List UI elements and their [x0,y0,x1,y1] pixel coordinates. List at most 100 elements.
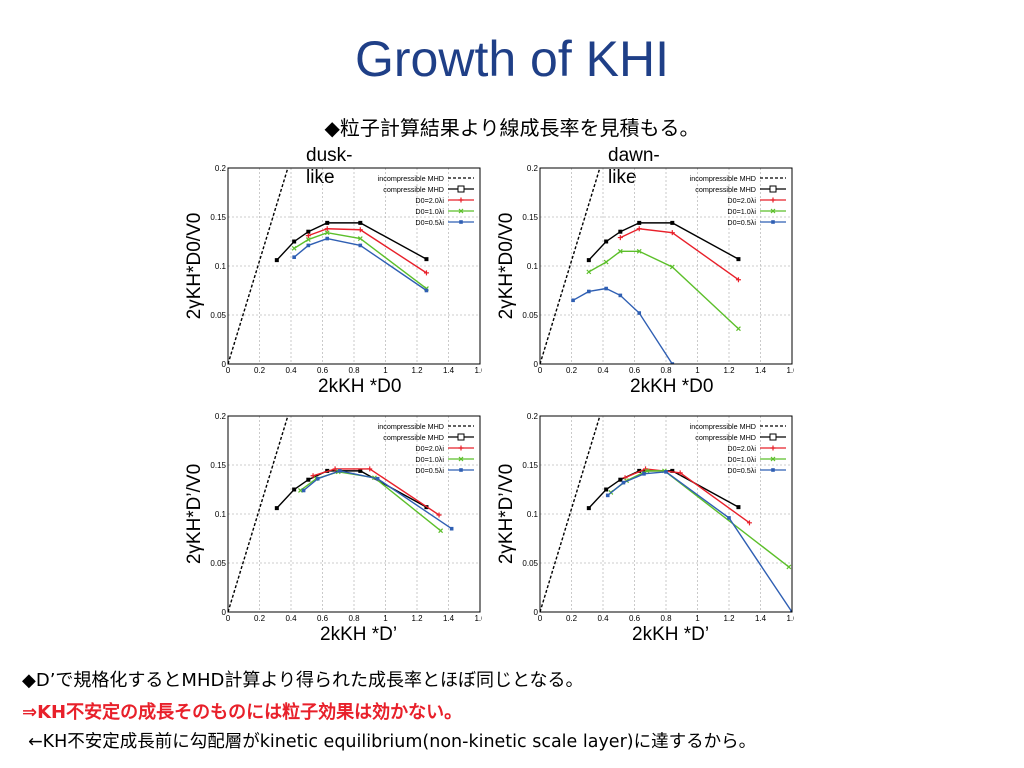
x-tick-label: 1.6 [786,366,794,375]
data-point [636,226,642,232]
legend-marker [769,433,777,441]
legend-label: incompressible MHD [378,422,444,431]
data-point [786,564,792,570]
y-tick-label: 0 [222,360,227,369]
series-line [607,471,792,612]
y-axis-label-dawn-normalized: 2γKH*D’/V0 [496,463,517,565]
x-axis-label-dawn-normalized: 2kKH *D’ [632,624,710,645]
legend-marker [770,456,776,462]
data-point [436,512,442,518]
x-tick-label: 0 [538,614,543,623]
data-point [424,288,429,293]
data-point [637,311,642,315]
data-point [604,487,609,492]
data-point [746,520,752,526]
series-line [228,168,289,364]
series-line [540,168,601,364]
series-line [588,470,739,509]
data-point [618,293,623,298]
legend-label: D0=2.0λi [727,196,756,205]
note-line-2: ⇒KH不安定の成長そのものには粒子効果は効かない。 [22,702,463,723]
x-tick-label: 0.6 [629,366,641,375]
panel-title-dusk: dusk-like [306,145,353,188]
data-point [324,230,330,236]
x-tick-label: 0.4 [285,366,297,375]
y-tick-label: 0.05 [522,559,538,568]
data-point [357,227,363,233]
data-point [605,493,610,498]
data-point [736,257,741,262]
plot-frame [539,167,793,365]
x-tick-label: 1 [695,366,700,375]
legend-marker [458,208,464,214]
y-tick-label: 0.15 [522,461,538,470]
data-point [292,239,297,244]
series-line [572,287,673,364]
data-point [670,362,675,364]
x-tick-label: 1.4 [755,614,767,623]
data-point [571,298,575,303]
x-tick-label: 0.8 [348,366,360,375]
data-point [305,237,311,242]
y-tick-label: 0.05 [210,559,226,568]
data-point [669,264,675,270]
legend-label: D0=1.0λi [727,207,756,216]
plot-frame [539,415,793,613]
data-point [292,487,297,492]
legend-label: D0=2.0λi [415,444,444,453]
data-point [621,480,626,485]
legend-label: D0=0.5λi [415,218,444,227]
y-tick-label: 0.1 [527,510,539,519]
x-tick-label: 0.8 [660,366,672,375]
y-tick-label: 0.15 [210,461,226,470]
data-point [669,230,675,236]
series-line [624,468,750,524]
chart-dawn-normalized: 0 0.2 0.4 0.6 0.8 1 1.2 1.4 1.6 0 0.05 0.1 0.15 0.2 in… [522,412,794,623]
x-tick-label: 1.4 [755,366,767,375]
x-tick-label: 0 [538,366,543,375]
data-point [274,506,279,511]
data-point [736,505,741,510]
data-point [664,470,668,474]
legend-label: incompressible MHD [690,422,756,431]
plot-area [228,416,454,612]
x-tick-label: 1.2 [411,614,423,623]
y-tick-label: 0.05 [210,311,226,320]
data-point [586,258,591,263]
y-tick-label: 0 [222,608,227,617]
y-tick-label: 0 [534,608,539,617]
data-point [306,477,311,482]
legend-label: D0=1.0λi [727,455,756,464]
data-point [310,473,316,479]
y-tick-label: 0.15 [210,213,226,222]
data-point [298,488,303,493]
data-point [332,466,338,472]
chart-dawn: 0 0.2 0.4 0.6 0.8 1 1.2 1.4 1.6 0 0.05 0.1 0.15 0.2 in… [522,164,794,375]
data-point [636,248,642,254]
data-point [586,269,592,275]
series-line [540,416,601,612]
legend-label: D0=2.0λi [727,444,756,453]
legend-marker [770,197,776,203]
x-tick-label: 0 [226,366,231,375]
y-axis-label-dusk-normalized: 2γKH*D’/V0 [184,463,205,565]
data-point [735,277,741,283]
x-tick-label: 1.2 [723,614,735,623]
legend-label: incompressible MHD [378,174,444,183]
data-point [423,270,429,276]
series-line [588,222,739,261]
series-line [276,222,427,261]
y-axis-label-dusk: 2γKH*D0/V0 [184,212,205,320]
x-tick-label: 0 [226,614,231,623]
data-point [367,466,373,472]
data-point [618,477,623,482]
data-point [790,610,792,612]
legend-marker [458,456,464,462]
series-line [312,468,440,516]
y-tick-label: 0.15 [522,213,538,222]
legend-marker [771,220,775,224]
legend-label: compressible MHD [383,433,444,442]
x-tick-label: 1 [383,614,388,623]
data-point [325,220,330,225]
y-tick-label: 0.2 [527,412,539,421]
